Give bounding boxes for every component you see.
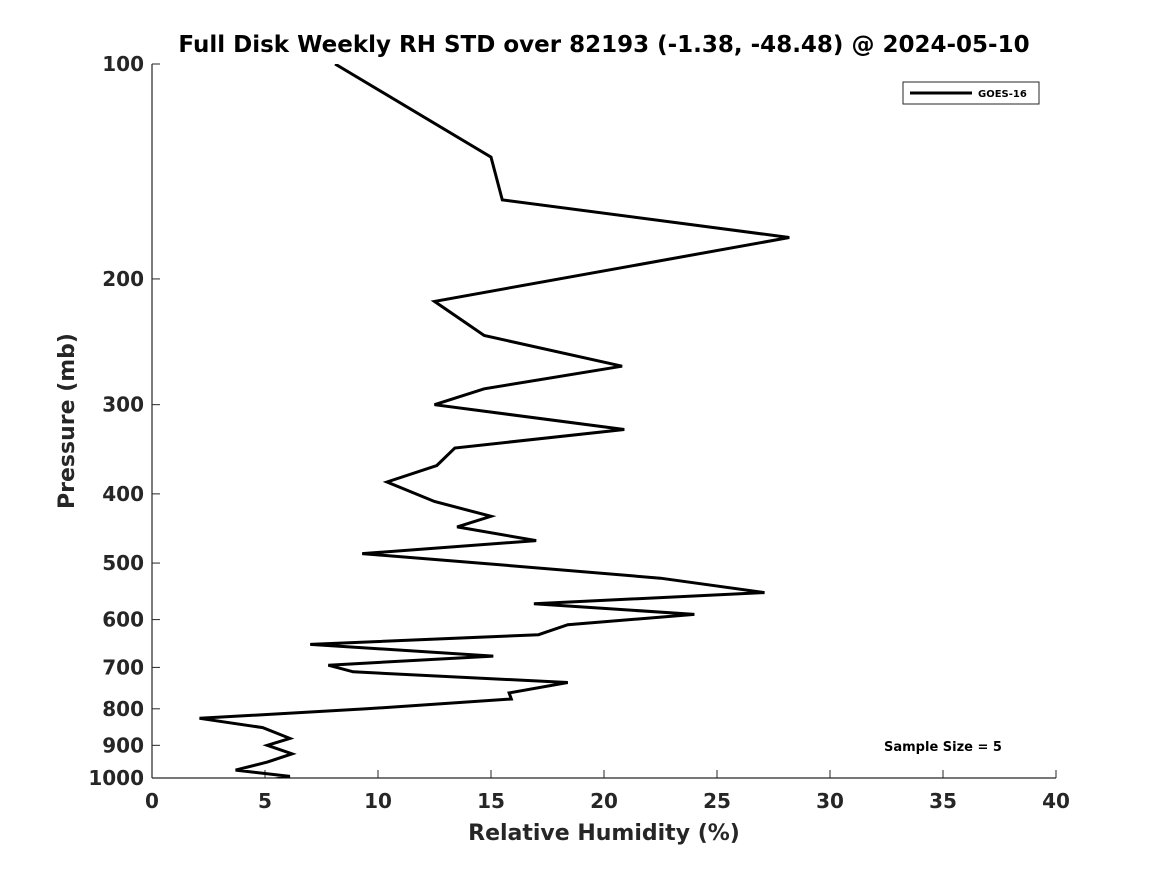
y-axis-label: Pressure (mb) [55, 333, 80, 509]
y-tick-label: 900 [102, 733, 144, 757]
y-tick-label: 100 [102, 52, 144, 76]
series-line-goes-16 [199, 64, 790, 778]
y-tick-label: 600 [102, 608, 144, 632]
x-axis-label: Relative Humidity (%) [468, 821, 740, 846]
x-tick-label: 15 [477, 789, 505, 813]
chart-title: Full Disk Weekly RH STD over 82193 (-1.3… [178, 32, 1029, 58]
x-tick-label: 40 [1042, 789, 1070, 813]
y-axis-ticks: 100 200 300 400 500 600 700 800 900 1000 [88, 52, 160, 790]
x-tick-label: 20 [590, 789, 618, 813]
sample-size-annotation: Sample Size = 5 [884, 740, 1002, 755]
legend-entry-goes16: GOES-16 [978, 89, 1027, 100]
y-tick-label: 1000 [88, 766, 144, 790]
legend: GOES-16 [902, 81, 1040, 105]
y-tick-label: 200 [102, 267, 144, 291]
y-tick-label: 800 [102, 697, 144, 721]
x-tick-label: 30 [816, 789, 844, 813]
x-tick-label: 0 [145, 789, 159, 813]
x-tick-label: 35 [929, 789, 957, 813]
x-axis-ticks: 0 5 10 15 20 25 30 35 40 [145, 770, 1070, 813]
x-tick-label: 10 [364, 789, 392, 813]
x-tick-label: 25 [703, 789, 731, 813]
y-tick-label: 400 [102, 482, 144, 506]
plot-axes [151, 64, 1056, 779]
y-tick-label: 300 [102, 393, 144, 417]
x-tick-label: 5 [258, 789, 272, 813]
series-layer [199, 64, 790, 778]
y-tick-label: 500 [102, 551, 144, 575]
y-tick-label: 700 [102, 655, 144, 679]
